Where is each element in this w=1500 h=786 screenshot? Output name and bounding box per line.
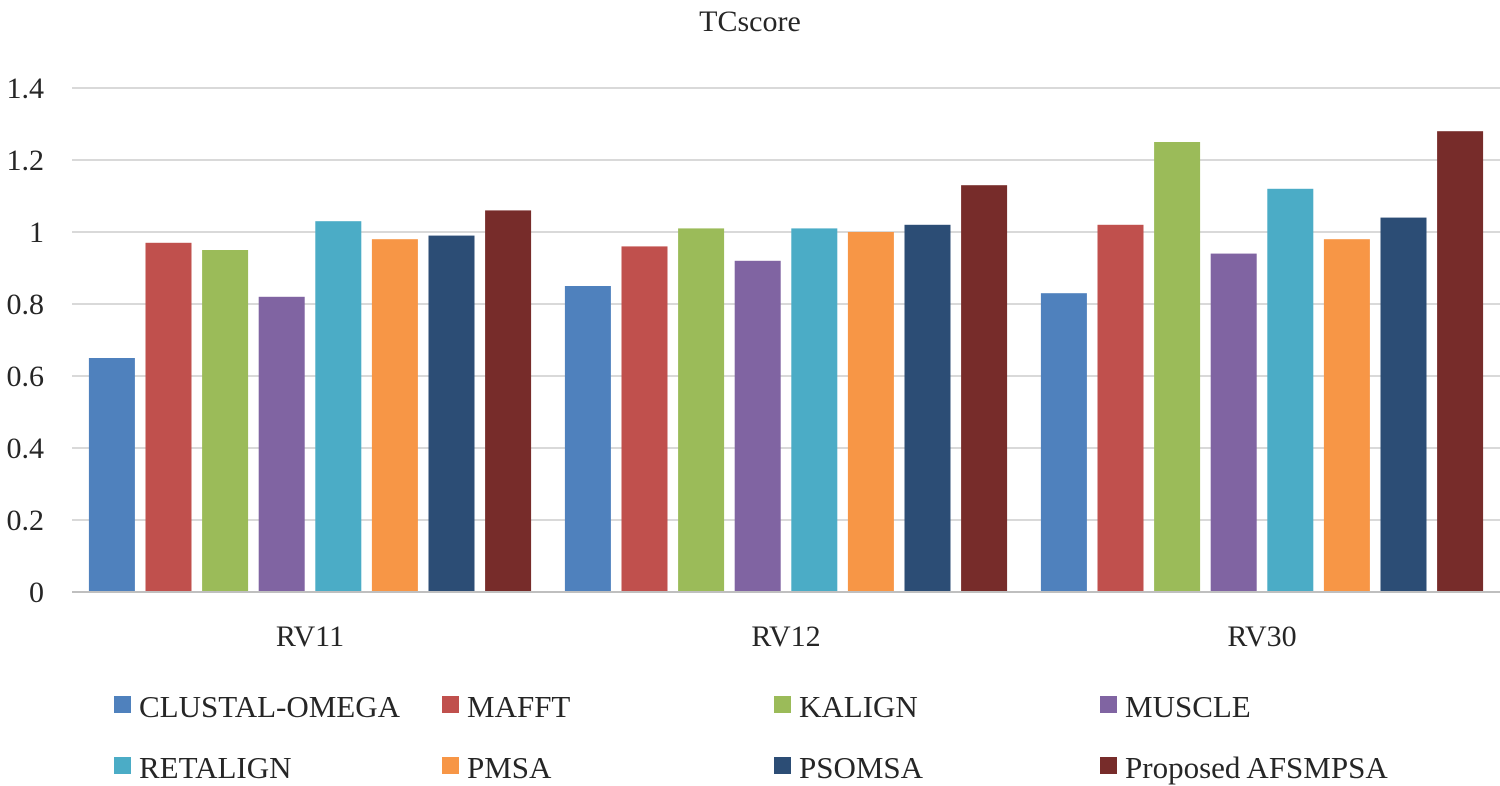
bar-rv11-proposed-afsmpsa xyxy=(485,210,532,592)
legend-label: KALIGN xyxy=(799,689,918,724)
x-category-label: RV12 xyxy=(751,620,820,653)
legend-swatch xyxy=(1100,696,1117,713)
bar-rv12-psomsa xyxy=(904,224,951,593)
y-tick-label: 0.6 xyxy=(7,360,45,393)
legend-swatch xyxy=(442,696,459,713)
bar-rv12-retalign xyxy=(791,228,838,592)
legend-label: MUSCLE xyxy=(1125,689,1251,724)
bar-rv11-clustal-omega xyxy=(88,358,135,592)
x-category-label: RV30 xyxy=(1227,620,1296,653)
y-tick-label: 1 xyxy=(29,216,44,249)
bar-rv12-proposed-afsmpsa xyxy=(961,185,1008,592)
legend-swatch xyxy=(442,757,459,774)
legend-label: PMSA xyxy=(467,750,552,785)
bar-rv11-kalign xyxy=(202,250,249,592)
chart-title: TCscore xyxy=(699,5,801,38)
y-tick-label: 0.8 xyxy=(7,288,45,321)
bar-rv12-kalign xyxy=(678,228,725,592)
bar-rv12-pmsa xyxy=(847,232,894,592)
legend: CLUSTAL-OMEGA MAFFT KALIGN MUSCLE RETALIGN PM… xyxy=(114,689,1388,785)
y-tick-label: 0.2 xyxy=(7,504,45,537)
legend-swatch xyxy=(774,696,791,713)
legend-label: RETALIGN xyxy=(139,750,292,785)
bar-rv30-pmsa xyxy=(1323,239,1370,592)
bar-rv11-pmsa xyxy=(371,239,418,592)
legend-label: Proposed AFSMPSA xyxy=(1125,750,1388,785)
y-tick-label: 1.4 xyxy=(7,72,45,105)
bar-rv30-retalign xyxy=(1267,188,1314,593)
legend-label: PSOMSA xyxy=(799,750,924,785)
legend-swatch xyxy=(114,757,131,774)
legend-swatch xyxy=(774,757,791,774)
x-category-label: RV11 xyxy=(276,620,344,653)
bar-rv30-proposed-afsmpsa xyxy=(1437,131,1484,592)
bar-rv12-mafft xyxy=(621,246,668,592)
legend-swatch xyxy=(1100,757,1117,774)
y-tick-label: 1.2 xyxy=(7,144,45,177)
legend-label: MAFFT xyxy=(467,689,570,724)
bar-rv30-muscle xyxy=(1210,253,1257,592)
bar-rv11-psomsa xyxy=(428,235,475,592)
y-tick-label: 0.4 xyxy=(7,432,45,465)
bar-rv11-retalign xyxy=(315,221,362,592)
bars xyxy=(88,131,1484,593)
bar-rv12-muscle xyxy=(734,260,781,592)
bar-rv30-kalign xyxy=(1154,142,1201,592)
gridlines xyxy=(72,87,1500,521)
y-axis-ticks: 0 0.2 0.4 0.6 0.8 1 1.2 1.4 xyxy=(7,72,45,609)
legend-label: CLUSTAL-OMEGA xyxy=(139,689,401,724)
bar-rv30-psomsa xyxy=(1380,217,1427,592)
bar-rv30-clustal-omega xyxy=(1040,293,1087,592)
bar-rv12-clustal-omega xyxy=(564,286,611,592)
legend-swatch xyxy=(114,696,131,713)
y-tick-label: 0 xyxy=(29,576,44,609)
bar-rv30-mafft xyxy=(1097,224,1144,593)
x-axis-categories: RV11 RV12 RV30 xyxy=(276,620,1297,653)
bar-rv11-muscle xyxy=(258,296,305,592)
bar-rv11-mafft xyxy=(145,242,192,593)
